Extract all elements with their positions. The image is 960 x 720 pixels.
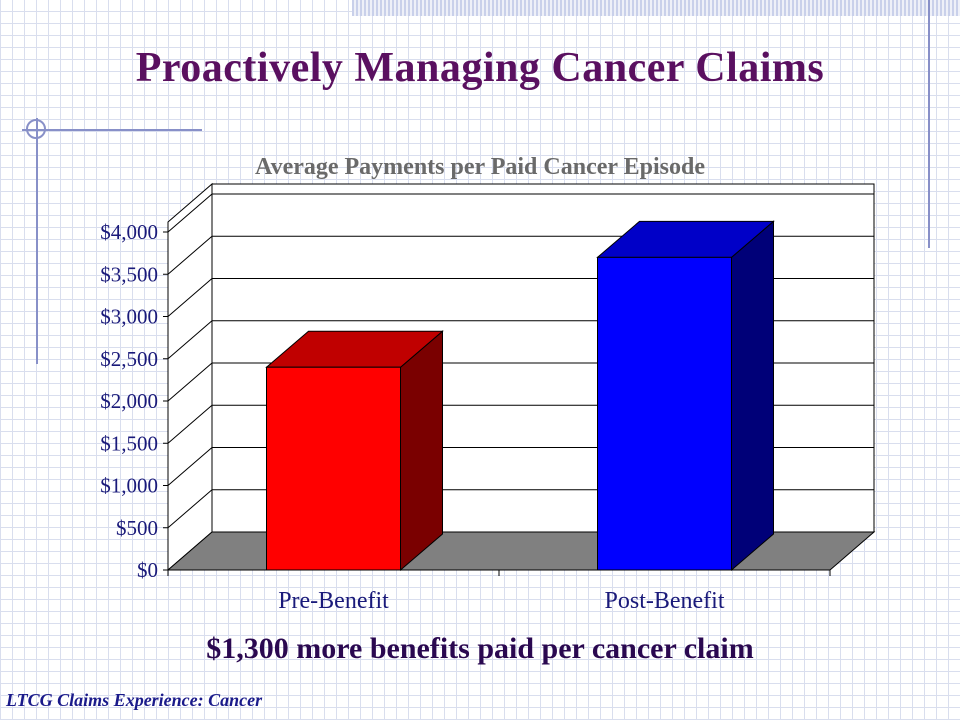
decorative-vertical-line — [36, 118, 38, 364]
y-tick-label: $3,500 — [100, 262, 158, 286]
y-tick-label: $2,000 — [100, 389, 158, 413]
bar-side-2 — [731, 220, 774, 572]
x-category-label: Pre-Benefit — [278, 588, 389, 614]
y-tick-label: $2,500 — [100, 347, 158, 371]
decorative-horizontal-line — [22, 129, 202, 131]
bar-side-1 — [400, 330, 443, 572]
y-tick-label: $500 — [116, 516, 158, 540]
footer-text: LTCG Claims Experience: Cancer — [6, 690, 263, 710]
y-tick-label: $1,500 — [100, 431, 158, 455]
y-tick-label: $1,000 — [100, 474, 158, 498]
bar-1 — [266, 366, 401, 571]
x-category-label: Post-Benefit — [605, 588, 725, 614]
gridline — [167, 193, 874, 233]
callout-text: $1,300 more benefits paid per cancer cla… — [206, 632, 754, 665]
bar-2 — [597, 256, 732, 571]
decorative-right-line — [928, 0, 930, 248]
y-tick-label: $4,000 — [100, 220, 158, 244]
decorative-circle — [26, 119, 46, 139]
top-decorative-band — [352, 0, 960, 16]
slide-title: Proactively Managing Cancer Claims — [135, 45, 825, 91]
y-tick-label: $0 — [137, 558, 158, 582]
chart-title: Average Payments per Paid Cancer Episode — [255, 154, 705, 180]
y-tick-label: $3,000 — [100, 305, 158, 329]
